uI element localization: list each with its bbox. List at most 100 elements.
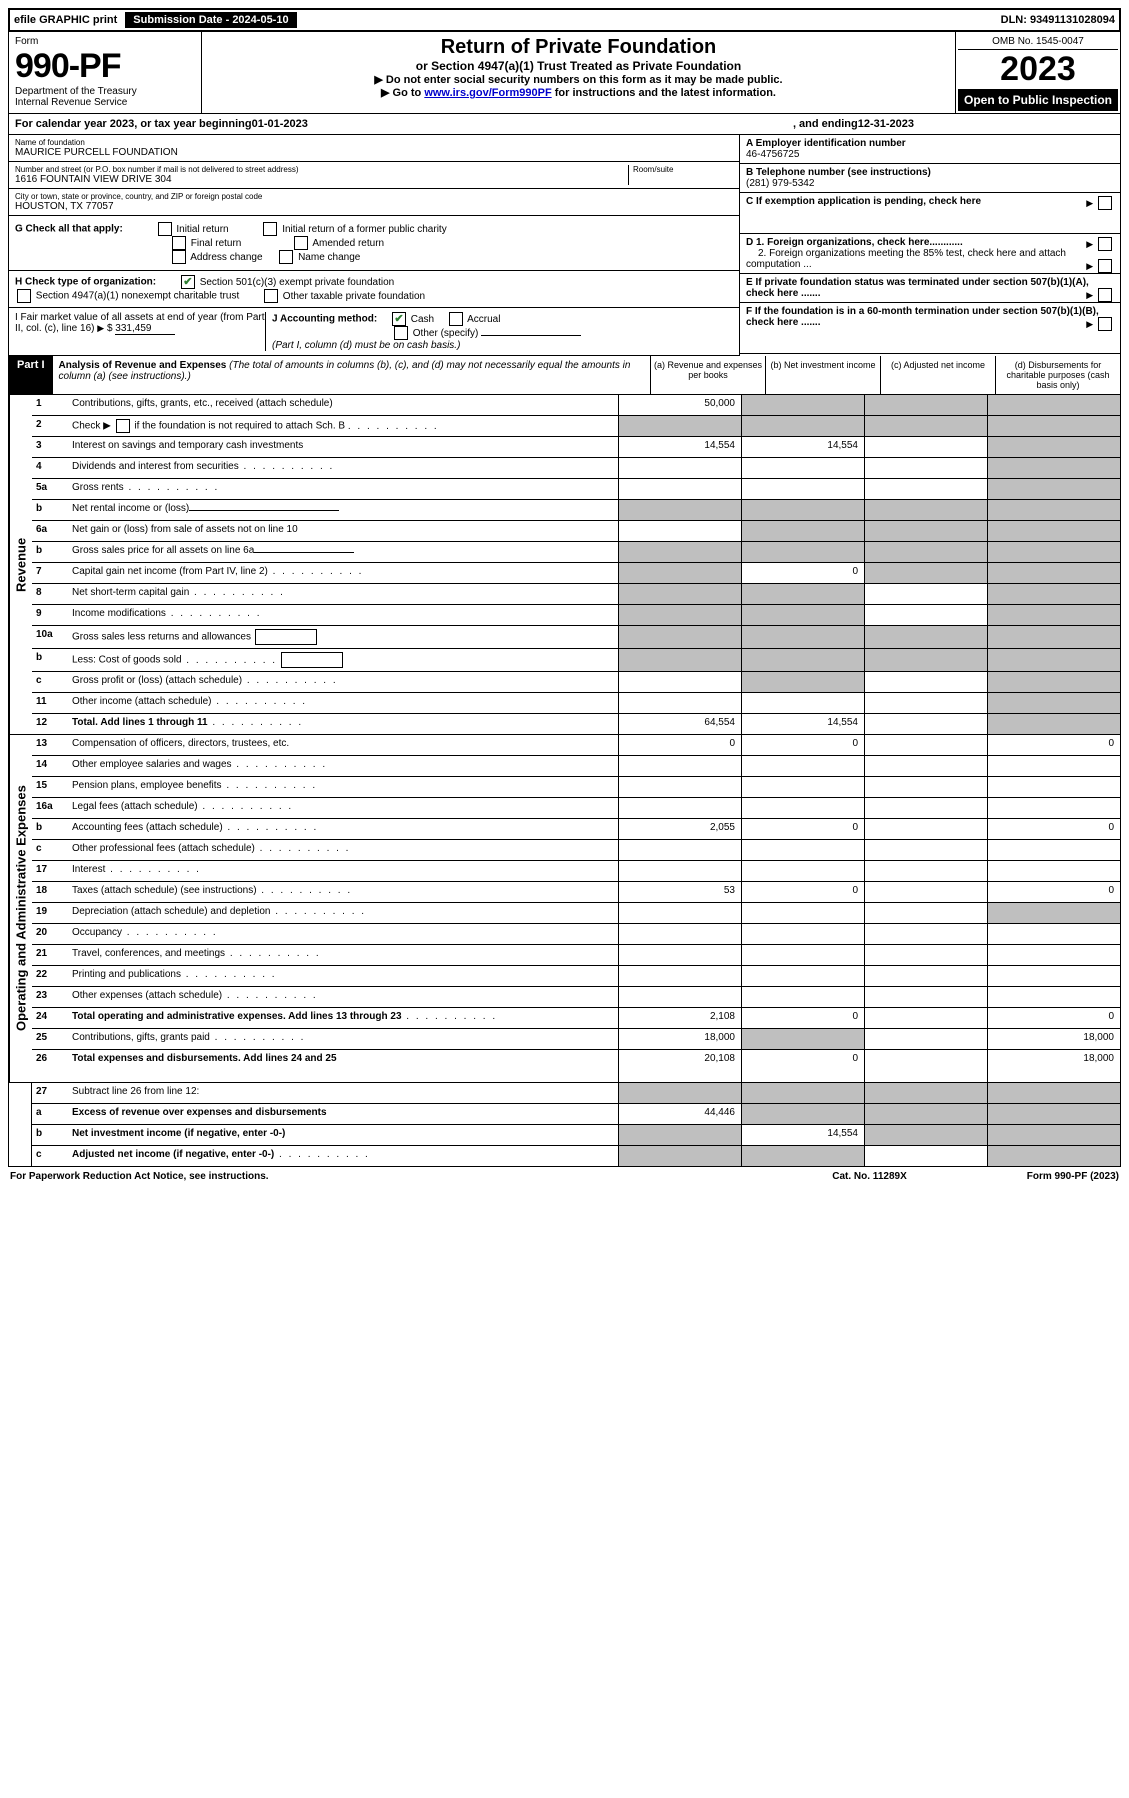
row-27b: b Net investment income (if negative, en…	[32, 1125, 1120, 1146]
form-link[interactable]: www.irs.gov/Form990PF	[424, 87, 551, 99]
dln: DLN: 93491131028094	[1001, 14, 1115, 26]
instr-2: ▶ Go to www.irs.gov/Form990PF for instru…	[208, 86, 949, 99]
row-5a: 5a Gross rents	[32, 479, 1120, 500]
cell-a: 2,108	[618, 1008, 741, 1028]
checkbox-final[interactable]	[172, 236, 186, 250]
cell-a	[618, 605, 741, 625]
cell-b	[741, 672, 864, 692]
checkbox-4947[interactable]	[17, 289, 31, 303]
foundation-name-cell: Name of foundation MAURICE PURCELL FOUND…	[9, 135, 739, 162]
cell-d	[987, 649, 1120, 671]
cell-d	[987, 1125, 1120, 1145]
line-num: 12	[32, 714, 68, 734]
cell-b	[741, 1104, 864, 1124]
desc-text: Printing and publications	[72, 969, 181, 980]
cell-a	[618, 672, 741, 692]
row-27a: a Excess of revenue over expenses and di…	[32, 1104, 1120, 1125]
line-desc: Net short-term capital gain	[68, 584, 618, 604]
checkbox-initial-former[interactable]	[263, 222, 277, 236]
cell-b: 0	[741, 1008, 864, 1028]
line-num: 4	[32, 458, 68, 478]
part1-title-text: Analysis of Revenue and Expenses	[59, 360, 227, 371]
cell-a	[618, 649, 741, 671]
checkbox-name-change[interactable]	[279, 250, 293, 264]
g-initial-former: Initial return of a former public charit…	[282, 224, 447, 235]
cell-d	[987, 903, 1120, 923]
cell-d	[987, 479, 1120, 499]
form-label: Form	[15, 36, 195, 47]
line-desc: Excess of revenue over expenses and disb…	[68, 1104, 618, 1124]
line-desc: Interest on savings and temporary cash i…	[68, 437, 618, 457]
row-19: 19 Depreciation (attach schedule) and de…	[32, 903, 1120, 924]
form-title: Return of Private Foundation	[208, 36, 949, 59]
cell-c	[864, 521, 987, 541]
desc-text: Other professional fees (attach schedule…	[72, 843, 255, 854]
cell-c	[864, 437, 987, 457]
desc-text: Gross sales less returns and allowances	[72, 632, 251, 643]
line-num: b	[32, 1125, 68, 1145]
calendar-year-row: For calendar year 2023, or tax year begi…	[8, 114, 1121, 135]
checkbox-sch-b[interactable]	[116, 419, 130, 433]
checkbox-d2[interactable]	[1098, 259, 1112, 273]
cell-b: 14,554	[741, 714, 864, 734]
line-desc: Subtract line 26 from line 12:	[68, 1083, 618, 1103]
city: HOUSTON, TX 77057	[15, 201, 733, 212]
row-11: 11 Other income (attach schedule)	[32, 693, 1120, 714]
checkbox-d1[interactable]	[1098, 237, 1112, 251]
line-num: 14	[32, 756, 68, 776]
checkbox-initial[interactable]	[158, 222, 172, 236]
line-desc: Interest	[68, 861, 618, 881]
line-desc: Check ▶ if the foundation is not require…	[68, 416, 618, 436]
cell-c	[864, 735, 987, 755]
checkbox-amended[interactable]	[294, 236, 308, 250]
desc-text: Contributions, gifts, grants paid	[72, 1032, 210, 1043]
cell-a	[618, 1083, 741, 1103]
cell-a	[618, 500, 741, 520]
b-label: B Telephone number (see instructions)	[746, 167, 931, 178]
desc-text: Depreciation (attach schedule) and deple…	[72, 906, 270, 917]
line-num: 10a	[32, 626, 68, 648]
revenue-label: Revenue	[9, 395, 32, 734]
identity-grid: Name of foundation MAURICE PURCELL FOUND…	[8, 135, 1121, 356]
line-desc: Legal fees (attach schedule)	[68, 798, 618, 818]
checkbox-other-specify[interactable]	[394, 326, 408, 340]
arrow-icon	[1086, 198, 1093, 209]
checkbox-accrual[interactable]	[449, 312, 463, 326]
cell-a	[618, 903, 741, 923]
line-num: 21	[32, 945, 68, 965]
line-desc: Total operating and administrative expen…	[68, 1008, 618, 1028]
checkbox-other-tax[interactable]	[264, 289, 278, 303]
cell-b: 0	[741, 882, 864, 902]
checkbox-addr-change[interactable]	[172, 250, 186, 264]
cell-c	[864, 840, 987, 860]
g-amended: Amended return	[312, 238, 384, 249]
g-initial: Initial return	[176, 224, 228, 235]
cell-b	[741, 798, 864, 818]
form-subtitle: or Section 4947(a)(1) Trust Treated as P…	[208, 59, 949, 73]
checkbox-e[interactable]	[1098, 288, 1112, 302]
row-25: 25 Contributions, gifts, grants paid 18,…	[32, 1029, 1120, 1050]
line-desc: Dividends and interest from securities	[68, 458, 618, 478]
checkbox-cash[interactable]	[392, 312, 406, 326]
cell-d	[987, 777, 1120, 797]
desc-text: Gross sales price for all assets on line…	[72, 545, 254, 556]
col-a-head: (a) Revenue and expenses per books	[650, 356, 765, 394]
checkbox-501c3[interactable]	[181, 275, 195, 289]
section-g: G Check all that apply: Initial return I…	[9, 216, 739, 271]
revenue-table: Revenue 1 Contributions, gifts, grants, …	[8, 395, 1121, 735]
checkbox-f[interactable]	[1098, 317, 1112, 331]
row-16b: b Accounting fees (attach schedule) 2,05…	[32, 819, 1120, 840]
line-desc: Capital gain net income (from Part IV, l…	[68, 563, 618, 583]
g-label: G Check all that apply:	[15, 224, 123, 235]
desc-text: Adjusted net income (if negative, enter …	[72, 1149, 274, 1160]
cell-a	[618, 416, 741, 436]
cell-a	[618, 966, 741, 986]
cell-c	[864, 882, 987, 902]
top-bar: efile GRAPHIC print Submission Date - 20…	[8, 8, 1121, 32]
irs-label: Internal Revenue Service	[15, 97, 195, 108]
row-10b: b Less: Cost of goods sold	[32, 649, 1120, 672]
cell-c	[864, 500, 987, 520]
line-desc: Contributions, gifts, grants, etc., rece…	[68, 395, 618, 415]
cell-a	[618, 584, 741, 604]
checkbox-c[interactable]	[1098, 196, 1112, 210]
